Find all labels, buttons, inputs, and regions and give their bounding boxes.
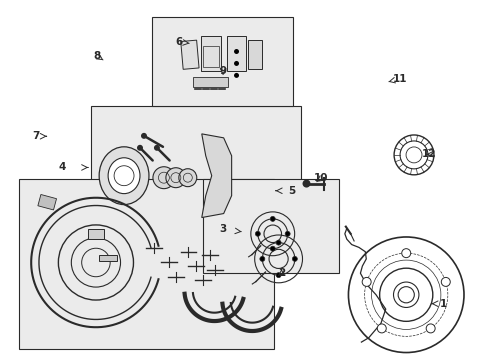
Circle shape [401,249,410,258]
Circle shape [440,278,449,287]
Circle shape [276,273,281,278]
Circle shape [165,168,185,188]
Bar [91,107,300,244]
Circle shape [292,256,297,261]
Circle shape [377,324,386,333]
Bar [192,77,227,87]
Circle shape [234,49,239,54]
Bar [202,45,218,67]
Bar [181,40,199,69]
Text: 9: 9 [219,66,226,76]
Circle shape [153,167,175,189]
Bar [203,179,339,273]
Circle shape [154,145,160,151]
Text: 4: 4 [58,162,65,172]
Ellipse shape [108,158,140,194]
Text: 7: 7 [32,131,40,141]
Bar [248,40,262,69]
Text: 12: 12 [421,149,435,159]
Text: 2: 2 [277,267,285,278]
Bar [200,36,220,71]
Text: 6: 6 [175,37,182,47]
Circle shape [270,216,275,221]
Bar [226,36,246,71]
Circle shape [255,231,260,236]
Text: 11: 11 [392,74,407,84]
Circle shape [302,180,310,188]
Text: 10: 10 [314,173,328,183]
Bar [20,179,273,348]
Circle shape [362,278,370,287]
Circle shape [426,324,434,333]
Circle shape [234,73,239,78]
Bar [152,17,293,107]
Bar [38,194,57,210]
Circle shape [270,246,275,251]
Circle shape [137,145,142,151]
Bar [88,229,103,239]
Text: 3: 3 [219,225,226,234]
Polygon shape [202,134,231,217]
Text: 8: 8 [94,51,101,61]
Circle shape [285,231,289,236]
Circle shape [179,169,196,186]
Ellipse shape [99,147,149,204]
Circle shape [234,61,239,66]
Circle shape [276,240,281,245]
Text: 1: 1 [439,299,446,309]
Text: 5: 5 [288,186,295,196]
Circle shape [141,133,147,139]
Circle shape [259,256,264,261]
Bar [99,255,117,261]
